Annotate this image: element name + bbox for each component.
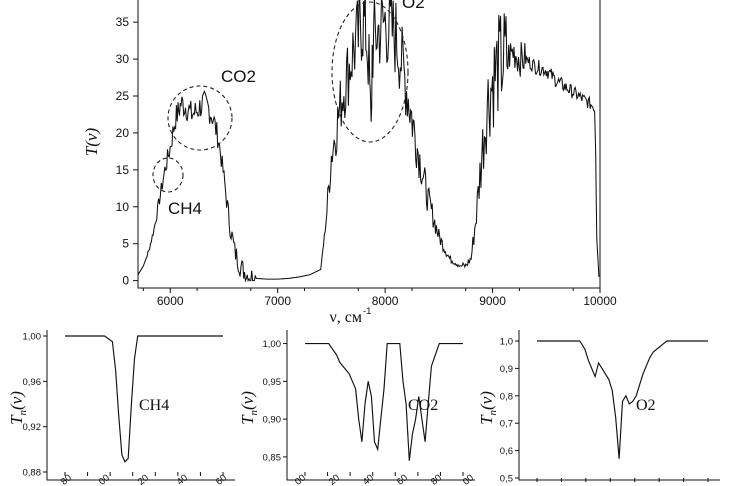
- subplot-x-tick-label: 60: [395, 472, 410, 486]
- main-y-tick-label: 10: [116, 200, 130, 214]
- main-x-axis: 6000 7000 8000 9000 10000: [142, 288, 617, 308]
- co2-annotation-label: CO2: [221, 67, 256, 86]
- subplot-y-tick-label: 1,00: [23, 332, 42, 343]
- main-y-axis: 0 5 10 15 20 25 30 35: [116, 15, 138, 288]
- ch4-annotation-label: CH4: [168, 199, 202, 218]
- o2-subplot-label: O2: [636, 397, 656, 414]
- subplot-y-tick-label: 0,8: [500, 391, 513, 402]
- main-series-line: [137, 0, 600, 283]
- main-x-tick-label: 7000: [264, 294, 291, 308]
- ch4-subplot-label: CH4: [139, 397, 169, 414]
- co2-x-axis: 00 20 40 60 80 00: [293, 472, 476, 486]
- main-y-tick-label: 35: [116, 15, 130, 29]
- subplot-x-tick-label: 80: [59, 472, 74, 486]
- ch4-annotation-circle: [152, 157, 184, 193]
- main-x-tick-label: 9000: [479, 294, 506, 308]
- co2-y-axis: 0,85 0,90 0,95 1,00: [263, 339, 287, 463]
- o2-x-axis: [536, 478, 709, 482]
- main-axes-frame: [137, 0, 601, 289]
- o2-y-axis-label: Tn(ν): [477, 391, 499, 425]
- subplot-y-tick-label: 0,95: [263, 377, 282, 388]
- ch4-axes: [46, 330, 235, 481]
- subplot-y-tick-label: 0,5: [500, 474, 513, 485]
- o2-axes: [518, 330, 720, 481]
- main-y-tick-label: 20: [116, 126, 130, 140]
- o2-series-line: [537, 340, 708, 459]
- o2-annotation-label: O2: [402, 0, 425, 12]
- subplot-x-tick-label: 40: [361, 472, 376, 486]
- main-x-tick-label: 10000: [583, 294, 617, 308]
- subplot-x-tick-label: 60: [214, 472, 229, 486]
- main-y-tick-label: 5: [122, 237, 129, 251]
- subplot-y-tick-label: 0,7: [500, 419, 513, 430]
- co2-series-line: [305, 343, 463, 461]
- main-x-axis-label: ν, см: [330, 309, 362, 326]
- main-x-tick-label: 6000: [157, 294, 184, 308]
- ch4-y-axis: 0,88 0,92 0,96 1,00: [23, 332, 47, 479]
- main-y-tick-label: 25: [116, 89, 130, 103]
- subplot-y-tick-label: 0,88: [23, 468, 42, 479]
- main-x-axis-label-superscript: -1: [363, 306, 371, 317]
- subplot-x-tick-label: 80: [429, 472, 444, 486]
- o2-y-axis: 0,5 0,6 0,7 0,8 0,9 1,0: [500, 337, 519, 485]
- main-y-axis-label: T(ν): [82, 128, 101, 157]
- co2-axes: [286, 330, 475, 481]
- subplot-y-tick-label: 1,00: [263, 339, 282, 350]
- co2-annotation-circle: [167, 85, 233, 151]
- main-x-tick-label: 8000: [372, 294, 399, 308]
- subplot-ch4: 0,880,920,961,00 80 00 20 40 60 CH4 Tn(ν): [7, 330, 235, 486]
- main-y-tick-label: 15: [116, 163, 130, 177]
- subplot-x-tick-label: 20: [136, 472, 151, 486]
- svg-text:Tn(ν): Tn(ν): [238, 391, 260, 425]
- subplot-x-tick-label: 20: [327, 472, 342, 486]
- co2-y-axis-label: Tn(ν): [238, 391, 260, 425]
- ch4-series-line: [65, 335, 223, 463]
- main-chart: 6000 7000 8000 9000 10000 0 5 10 15 20 25 30 35 CH4…: [82, 0, 617, 326]
- subplot-x-tick-label: 40: [175, 472, 190, 486]
- subplot-y-tick-label: 0,90: [263, 415, 282, 426]
- svg-text:Tn(ν): Tn(ν): [7, 391, 29, 425]
- subplot-co2: 0,850,900,951,00 00 20 40 60 80 00 CO2 Tn(ν): [238, 330, 476, 486]
- subplot-y-tick-label: 0,6: [500, 446, 513, 457]
- subplot-y-tick-label: 0,96: [23, 377, 42, 388]
- co2-subplot-label: CO2: [408, 397, 438, 414]
- subplot-y-tick-label: 1,0: [500, 337, 513, 348]
- subplot-y-tick-label: 0,85: [263, 452, 282, 463]
- subplot-o2: 0,5 0,6 0,7 0,8 0,9 1,0 O2 Tn(ν): [477, 330, 720, 485]
- main-y-tick-label: 0: [122, 274, 129, 288]
- subplot-x-tick-label: 00: [293, 472, 308, 486]
- ch4-y-axis-label: Tn(ν): [7, 391, 29, 425]
- main-y-tick-label: 30: [116, 52, 130, 66]
- subplot-y-tick-label: 0,92: [23, 422, 42, 433]
- o2-annotation-circle: [331, 1, 409, 143]
- subplot-y-tick-label: 0,9: [500, 364, 513, 375]
- svg-text:Tn(ν): Tn(ν): [477, 391, 499, 425]
- ch4-x-axis: 80 00 20 40 60: [59, 472, 229, 486]
